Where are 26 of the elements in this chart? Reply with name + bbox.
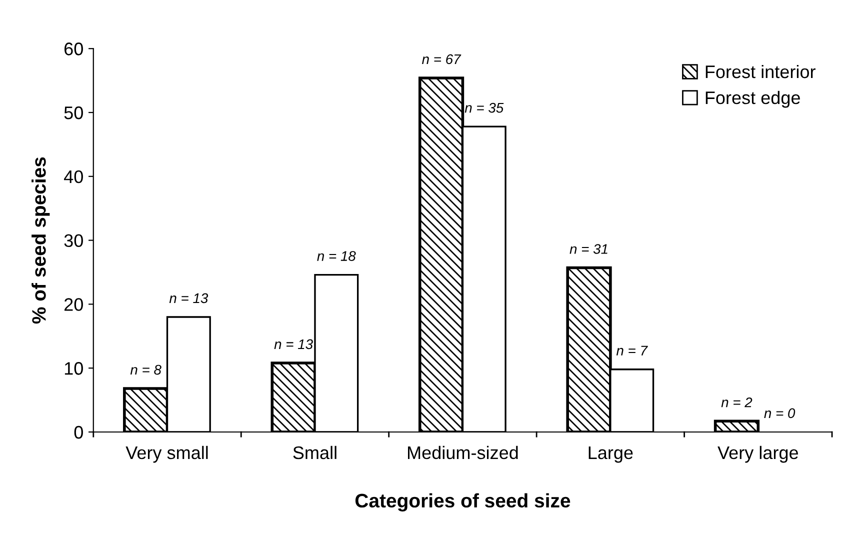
- y-tick-label: 40: [64, 170, 83, 184]
- y-tick-label: 30: [64, 234, 83, 248]
- y-tick-label: 60: [64, 42, 83, 56]
- annotation: n = 13: [169, 293, 208, 304]
- y-axis-title: % of seed species: [32, 157, 50, 324]
- x-tick-label: Small: [293, 446, 336, 460]
- y-tick-label: 20: [64, 298, 83, 311]
- x-tick-label: Very large: [718, 446, 798, 463]
- annotation: n = 31: [570, 244, 608, 254]
- annotation: n = 8: [130, 364, 162, 375]
- annotation: n = 35: [464, 102, 504, 113]
- y-tick-label: 0: [74, 426, 83, 439]
- annotation: n = 67: [422, 54, 462, 64]
- x-axis-title: Categories of seed size: [355, 493, 570, 512]
- legend-label: Forest edge: [706, 90, 800, 108]
- annotation: n = 7: [616, 346, 648, 356]
- x-tick-label: Medium-sized: [408, 446, 518, 460]
- annotation: n = 18: [317, 251, 356, 261]
- annotation: n = 0: [764, 408, 796, 418]
- legend-label: Forest interior: [706, 64, 816, 78]
- annotation: n = 2: [721, 397, 752, 408]
- y-tick-label: 50: [64, 106, 83, 120]
- x-tick-label: Very small: [126, 446, 208, 463]
- x-tick-label: Large: [588, 446, 633, 463]
- y-tick-label: 10: [64, 362, 83, 375]
- annotation: n = 13: [274, 339, 313, 350]
